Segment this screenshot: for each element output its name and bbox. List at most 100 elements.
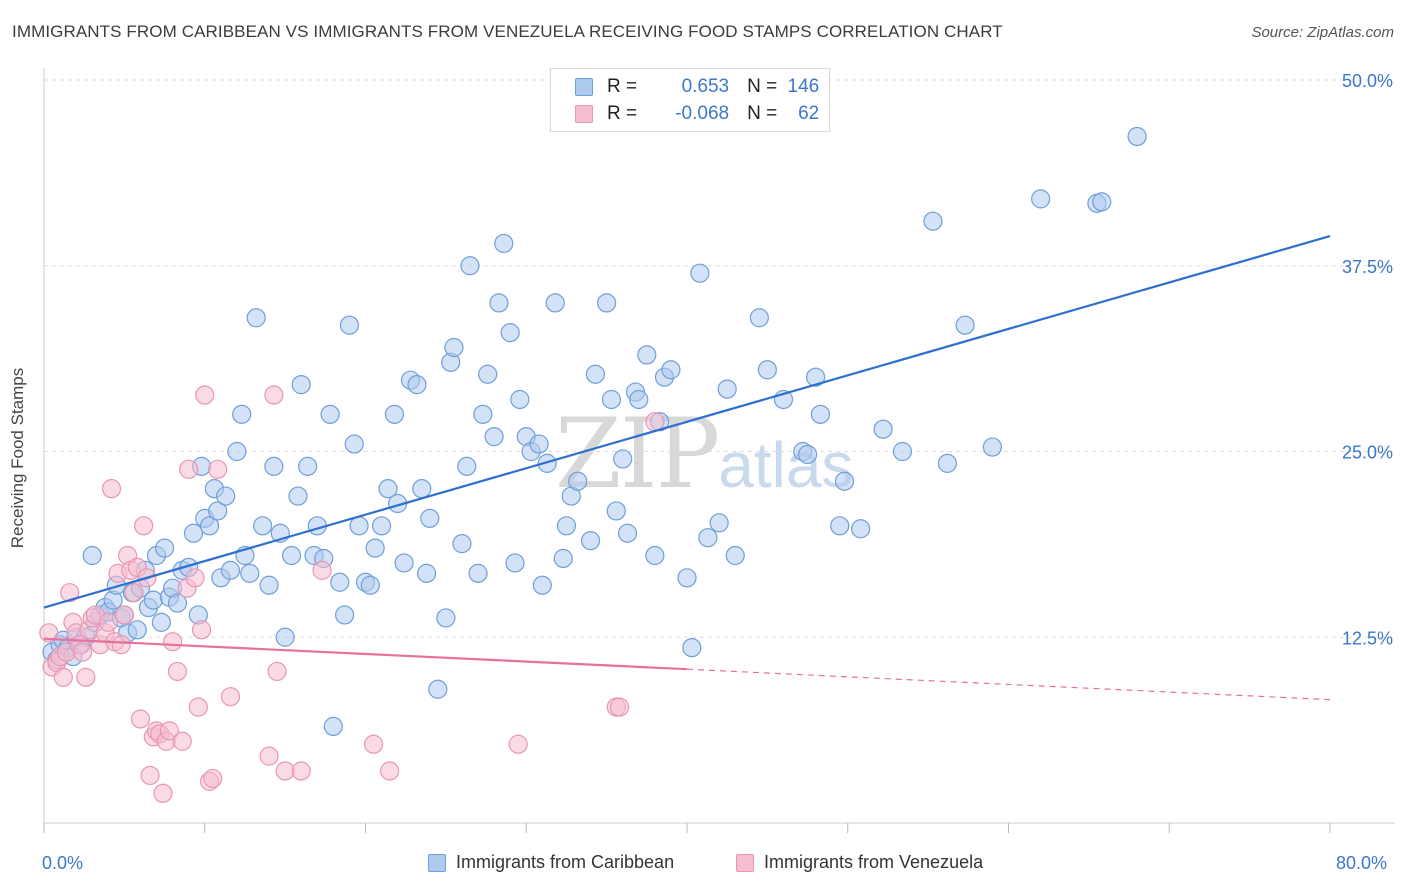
caribbean-point — [797, 444, 818, 465]
y-axis-label: Receiving Food Stamps — [8, 367, 27, 549]
venezuela-point — [163, 632, 183, 652]
legend-item-caribbean: Immigrants from Caribbean — [428, 852, 674, 873]
venezuela-point — [208, 459, 228, 479]
caribbean-point — [500, 323, 520, 343]
venezuela-point — [264, 385, 284, 405]
caribbean-point — [545, 293, 565, 313]
venezuela-point — [220, 687, 241, 707]
legend-n-value: 146 — [787, 76, 820, 97]
caribbean-point — [810, 404, 831, 424]
caribbean-point — [606, 501, 626, 521]
venezuela-point — [134, 516, 154, 536]
venezuela-point — [267, 661, 287, 682]
venezuela-point — [124, 583, 144, 603]
chart-title: IMMIGRANTS FROM CARIBBEAN VS IMMIGRANTS … — [12, 22, 1003, 41]
caribbean-point — [489, 293, 509, 313]
caribbean-point — [505, 553, 525, 573]
legend-swatch-blue — [575, 78, 593, 96]
caribbean-point — [709, 513, 729, 533]
caribbean-point — [460, 256, 480, 276]
caribbean-point — [339, 315, 360, 335]
caribbean-point — [585, 364, 605, 384]
legend-swatch-pink — [736, 853, 754, 872]
legend-r-label: R = — [607, 76, 638, 97]
caribbean-point — [183, 523, 204, 543]
venezuela-point — [191, 620, 212, 640]
caribbean-point — [478, 364, 498, 384]
caribbean-point — [556, 516, 577, 536]
caribbean-point — [805, 367, 826, 387]
venezuela-point — [114, 605, 134, 625]
venezuela-point — [609, 697, 630, 717]
venezuela-point — [53, 667, 73, 687]
legend-swatch-blue — [428, 853, 446, 872]
caribbean-point — [601, 389, 622, 410]
legend-swatch-pink — [575, 105, 593, 123]
source-credit: Source: ZipAtlas.com — [1251, 24, 1394, 41]
caribbean-point — [154, 538, 175, 558]
caribbean-point — [151, 612, 171, 632]
caribbean-point — [298, 456, 318, 476]
caribbean-point — [757, 360, 777, 380]
caribbean-point — [1127, 126, 1147, 147]
caribbean-point — [537, 453, 557, 473]
legend-row-venezuela: R = -0.068 N = 62 — [575, 101, 819, 127]
venezuela-point — [39, 623, 59, 643]
legend-r-label: R = — [607, 103, 638, 124]
venezuela-point — [203, 768, 223, 789]
venezuela-point — [508, 734, 528, 754]
caribbean-point — [428, 679, 448, 699]
caribbean-point — [227, 441, 247, 462]
venezuela-point — [130, 709, 151, 729]
caribbean-point — [288, 486, 308, 506]
legend-r-value: 0.653 — [681, 76, 730, 97]
caribbean-point — [259, 575, 279, 595]
caribbean-point — [412, 479, 432, 499]
caribbean-point — [690, 263, 710, 283]
caribbean-point — [199, 516, 220, 536]
caribbean-point — [349, 516, 369, 536]
caribbean-point — [384, 404, 405, 424]
caribbean-point — [444, 337, 464, 358]
caribbean-point — [167, 593, 188, 613]
venezuela-point — [60, 583, 80, 603]
caribbean-point — [371, 516, 392, 536]
caribbean-point — [873, 419, 893, 439]
caribbean-point — [923, 211, 943, 231]
caribbean-point — [553, 548, 573, 569]
caribbean-point — [365, 538, 385, 558]
caribbean-point — [264, 456, 284, 476]
caribbean-point — [232, 404, 252, 424]
y-tick-label: 12.5% — [1342, 628, 1393, 648]
venezuela-point — [153, 783, 173, 803]
venezuela-point — [179, 459, 199, 479]
caribbean-point — [344, 434, 364, 454]
caribbean-point — [320, 404, 340, 424]
y-tick-label: 50.0% — [1342, 71, 1393, 91]
venezuela-point — [98, 612, 118, 632]
caribbean-point — [637, 345, 657, 365]
legend-n-label: N = — [747, 103, 778, 124]
venezuela-trend-line — [43, 637, 688, 671]
caribbean-point — [510, 389, 530, 410]
watermark-zip: ZIP — [555, 398, 720, 510]
caribbean-point — [378, 479, 398, 499]
correlation-legend: R = 0.653 N = 146 R = -0.068 N = 62 — [550, 68, 830, 132]
caribbean-point — [436, 608, 456, 628]
venezuela-point — [185, 568, 205, 588]
caribbean-point — [360, 575, 380, 595]
caribbean-point — [335, 605, 355, 625]
caribbean-point — [416, 563, 437, 583]
caribbean-point — [323, 716, 343, 737]
caribbean-point — [830, 516, 850, 536]
caribbean-point — [457, 456, 477, 476]
caribbean-point — [484, 427, 504, 447]
legend-label: Immigrants from Caribbean — [456, 852, 675, 872]
venezuela-point — [259, 746, 279, 766]
caribbean-point — [617, 523, 638, 543]
caribbean-point — [580, 531, 601, 551]
series-legend: Immigrants from Caribbean Immigrants fro… — [0, 852, 1406, 878]
caribbean-point — [143, 590, 163, 610]
venezuela-point — [159, 721, 179, 741]
